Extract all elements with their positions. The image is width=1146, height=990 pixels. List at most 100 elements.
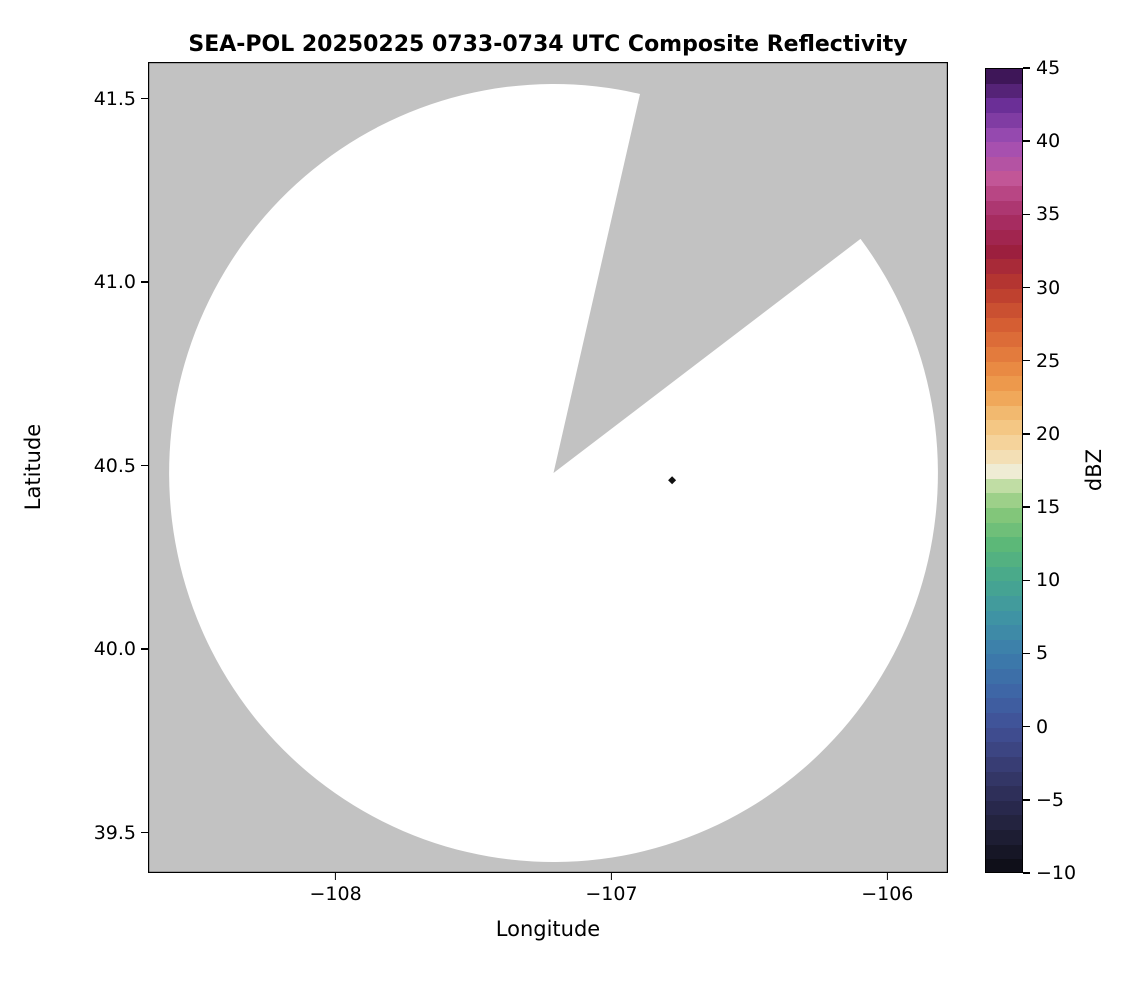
colorbar-segment bbox=[986, 581, 1022, 597]
colorbar-segment bbox=[986, 610, 1022, 626]
colorbar-tick-mark bbox=[1023, 286, 1030, 289]
colorbar-segment bbox=[986, 83, 1022, 99]
colorbar-segment bbox=[986, 361, 1022, 377]
colorbar-segment bbox=[986, 625, 1022, 641]
y-tick: 41.0 bbox=[0, 271, 148, 293]
colorbar-segment bbox=[986, 508, 1022, 524]
x-tick-mark bbox=[610, 873, 613, 880]
y-tick: 39.5 bbox=[0, 822, 148, 844]
colorbar-tick-mark bbox=[1023, 67, 1030, 69]
y-tick-mark bbox=[141, 464, 148, 467]
colorbar-segment bbox=[986, 171, 1022, 187]
colorbar-segment bbox=[986, 405, 1022, 421]
colorbar-tick-label: 25 bbox=[1036, 349, 1061, 372]
x-tick: −107 bbox=[585, 873, 638, 905]
echo-marker bbox=[668, 476, 677, 485]
colorbar-segment bbox=[986, 127, 1022, 143]
colorbar-tick-mark bbox=[1023, 579, 1030, 582]
colorbar-segment bbox=[986, 112, 1022, 129]
colorbar-segment bbox=[986, 244, 1022, 260]
colorbar-tick-mark bbox=[1023, 872, 1030, 874]
colorbar-segment bbox=[986, 449, 1022, 465]
colorbar-tick-mark bbox=[1023, 506, 1030, 508]
colorbar-segment bbox=[986, 537, 1022, 553]
y-tick-mark bbox=[141, 281, 148, 283]
colorbar-tick-label: 20 bbox=[1036, 422, 1061, 445]
colorbar-tick-label: 45 bbox=[1036, 57, 1061, 79]
colorbar bbox=[985, 68, 1023, 873]
x-tick-label: −107 bbox=[585, 883, 638, 905]
colorbar-segment bbox=[986, 669, 1022, 685]
colorbar-tick-label: −5 bbox=[1036, 788, 1065, 811]
colorbar-segment bbox=[986, 273, 1022, 290]
radar-coverage-area bbox=[169, 84, 938, 863]
colorbar-tick: 5 bbox=[1023, 642, 1048, 664]
colorbar-segment bbox=[986, 830, 1022, 846]
radar-map bbox=[148, 62, 948, 873]
colorbar-segment bbox=[986, 493, 1022, 509]
colorbar-segment bbox=[986, 566, 1022, 582]
colorbar-tick: 10 bbox=[1023, 569, 1060, 591]
colorbar-tick-mark bbox=[1023, 725, 1030, 728]
colorbar-segment bbox=[986, 742, 1022, 758]
colorbar-tick-mark bbox=[1023, 433, 1030, 435]
colorbar-segment bbox=[986, 215, 1022, 231]
y-tick-mark bbox=[141, 648, 148, 650]
colorbar-segment bbox=[986, 98, 1022, 114]
colorbar-segment bbox=[986, 347, 1022, 363]
colorbar-tick-label: 40 bbox=[1036, 130, 1061, 153]
colorbar-tick-label: 15 bbox=[1036, 496, 1061, 519]
x-tick: −106 bbox=[861, 873, 913, 905]
y-tick: 40.0 bbox=[0, 638, 148, 660]
colorbar-tick: 20 bbox=[1023, 423, 1060, 445]
colorbar-tick: 30 bbox=[1023, 277, 1060, 299]
x-tick: −108 bbox=[309, 873, 362, 905]
colorbar-segment bbox=[986, 464, 1022, 480]
colorbar-segment bbox=[986, 756, 1022, 773]
colorbar-segment bbox=[986, 727, 1022, 743]
colorbar-tick: 25 bbox=[1023, 350, 1060, 372]
colorbar-tick: 40 bbox=[1023, 130, 1060, 152]
colorbar-tick-mark bbox=[1023, 799, 1030, 801]
colorbar-tick-mark bbox=[1023, 213, 1030, 216]
colorbar-segment bbox=[986, 800, 1022, 817]
colorbar-tick: −10 bbox=[1023, 862, 1076, 884]
colorbar-segment bbox=[986, 713, 1022, 729]
colorbar-segment bbox=[986, 156, 1022, 173]
colorbar-segment bbox=[986, 230, 1022, 246]
y-tick-mark bbox=[141, 97, 148, 100]
x-tick-label: −108 bbox=[309, 883, 362, 905]
y-tick-label: 41.0 bbox=[93, 271, 136, 294]
colorbar-segment bbox=[986, 639, 1022, 656]
colorbar-tick: 45 bbox=[1023, 57, 1060, 79]
colorbar-tick-mark bbox=[1023, 652, 1030, 655]
colorbar-segment bbox=[986, 552, 1022, 568]
colorbar-tick: 35 bbox=[1023, 203, 1060, 225]
colorbar-segment bbox=[986, 698, 1022, 714]
y-tick: 41.5 bbox=[0, 88, 148, 110]
colorbar-segment bbox=[986, 683, 1022, 699]
colorbar-segment bbox=[986, 186, 1022, 202]
colorbar-segment bbox=[986, 478, 1022, 495]
colorbar-tick-label: 30 bbox=[1036, 276, 1061, 299]
y-tick-label: 41.5 bbox=[93, 87, 136, 110]
colorbar-segment bbox=[986, 771, 1022, 787]
colorbar-segment bbox=[986, 288, 1022, 304]
colorbar-label: dBZ bbox=[1082, 448, 1106, 492]
y-axis-label: Latitude bbox=[21, 423, 45, 511]
colorbar-tick: −5 bbox=[1023, 789, 1064, 811]
colorbar-segment bbox=[986, 522, 1022, 538]
axes-frame bbox=[148, 62, 948, 873]
colorbar-tick-label: 0 bbox=[1036, 715, 1049, 738]
colorbar-tick: 0 bbox=[1023, 716, 1048, 738]
plot-area bbox=[148, 62, 948, 873]
y-tick: 40.5 bbox=[0, 455, 148, 477]
colorbar-segment bbox=[986, 391, 1022, 407]
colorbar-segment bbox=[986, 420, 1022, 436]
colorbar-segment bbox=[986, 69, 1022, 85]
x-tick-mark bbox=[334, 873, 337, 880]
colorbar-segment bbox=[986, 259, 1022, 275]
colorbar-segment bbox=[986, 786, 1022, 802]
colorbar-segment bbox=[986, 303, 1022, 319]
